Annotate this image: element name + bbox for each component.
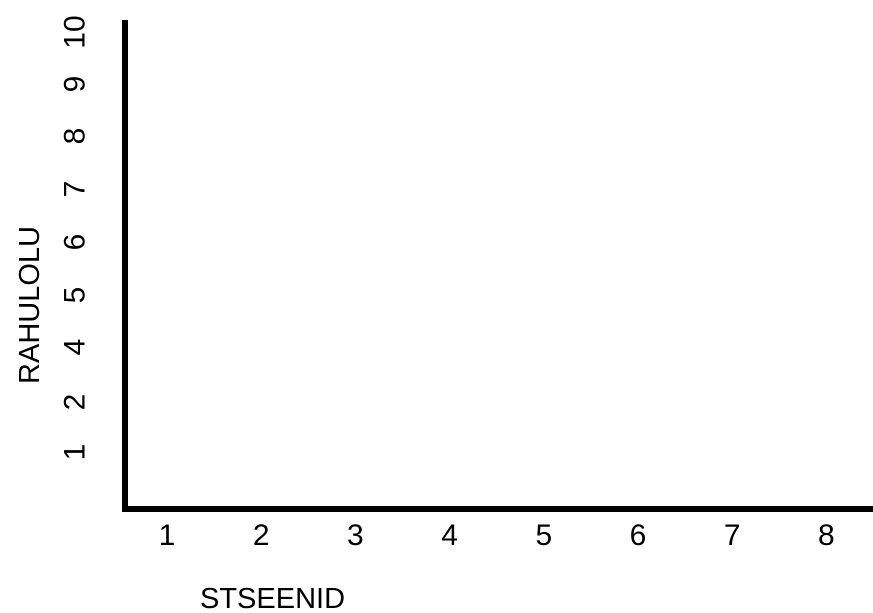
y-tick-labels: 1 2 4 5 6 7 8 9 10 <box>59 15 92 460</box>
y-tick-label: 2 <box>59 394 92 411</box>
x-tick-label: 3 <box>347 519 364 552</box>
x-tick-label: 4 <box>441 519 458 552</box>
x-tick-label: 7 <box>724 519 741 552</box>
x-tick-label: 5 <box>535 519 552 552</box>
y-tick-label: 4 <box>59 339 92 356</box>
y-tick-label: 5 <box>59 287 92 304</box>
y-tick-label: 10 <box>59 15 92 48</box>
x-tick-label: 1 <box>159 519 176 552</box>
y-tick-label: 6 <box>59 234 92 251</box>
x-tick-labels: 1 2 3 4 5 6 7 8 <box>159 519 835 552</box>
y-axis-title: RAHULOLU <box>14 226 46 384</box>
y-tick-label: 1 <box>59 444 92 461</box>
x-tick-label: 2 <box>253 519 270 552</box>
x-axis-title: STSEENID <box>200 583 345 613</box>
y-tick-label: 9 <box>59 76 92 93</box>
x-tick-label: 6 <box>630 519 647 552</box>
x-tick-label: 8 <box>818 519 835 552</box>
y-tick-label: 8 <box>59 128 92 145</box>
y-tick-label: 7 <box>59 181 92 198</box>
